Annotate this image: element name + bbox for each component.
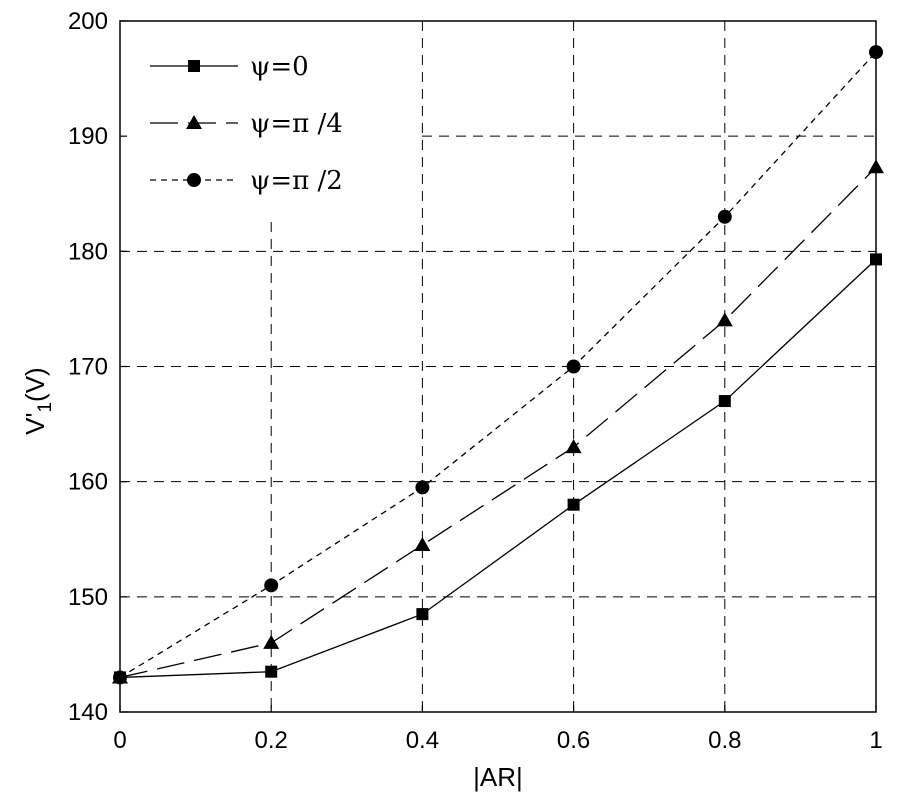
y-axis-label-subscript: 1 (35, 402, 56, 413)
series-1 (112, 159, 884, 684)
data-point (717, 209, 732, 224)
y-tick-label: 200 (68, 8, 108, 35)
x-tick-label: 0.2 (255, 727, 288, 754)
x-axis-label: |AR| (473, 762, 523, 792)
legend-item: ψ=π /2 (150, 166, 343, 196)
data-point (263, 634, 280, 649)
data-point (870, 253, 882, 266)
data-point (718, 395, 731, 408)
legend-marker (187, 173, 201, 187)
y-tick-label: 190 (68, 123, 108, 150)
data-point (416, 608, 429, 621)
y-tick-label: 170 (68, 354, 108, 381)
data-point (869, 45, 883, 60)
series-2 (113, 45, 883, 685)
data-point (868, 159, 884, 174)
legend-item: ψ=0 (150, 52, 309, 82)
data-point (415, 480, 430, 495)
y-axis-ticks: 140 150 160 170 180 190 200 (68, 8, 127, 726)
legend-marker (186, 115, 202, 129)
data-point (565, 439, 582, 454)
legend-item: ψ=π /4 (150, 109, 343, 139)
x-axis-ticks: 0 0.2 0.4 0.6 0.8 1 (113, 705, 883, 754)
y-axis-label-unit: (V) (20, 367, 50, 402)
data-point (716, 312, 733, 327)
y-axis-label-main: V' (20, 413, 50, 435)
y-tick-label: 150 (68, 584, 108, 611)
x-tick-label: 0.8 (708, 727, 741, 754)
series-layer (112, 45, 884, 685)
x-tick-label: 0.4 (406, 727, 439, 754)
legend: ψ=0 ψ=π /4 ψ=π /2 (150, 52, 343, 196)
x-tick-label: 0.6 (557, 727, 590, 754)
data-point (414, 537, 431, 552)
legend-label: ψ=π /2 (250, 166, 343, 196)
legend-label: ψ=π /4 (250, 109, 343, 139)
data-point (567, 498, 580, 511)
data-point (264, 578, 279, 593)
y-tick-label: 160 (68, 469, 108, 496)
data-point (265, 665, 278, 678)
series-line (119, 166, 877, 679)
y-tick-label: 140 (68, 699, 108, 726)
series-line (119, 51, 877, 679)
series-line (119, 258, 877, 679)
legend-label: ψ=0 (250, 52, 309, 82)
x-tick-label: 0 (113, 727, 126, 754)
legend-marker (188, 60, 200, 72)
data-point (113, 670, 127, 685)
x-tick-label: 1 (869, 727, 882, 754)
y-tick-label: 180 (68, 238, 108, 265)
series-0 (114, 253, 882, 684)
data-point (566, 359, 581, 374)
y-axis-label: V'1(V) (20, 367, 56, 435)
